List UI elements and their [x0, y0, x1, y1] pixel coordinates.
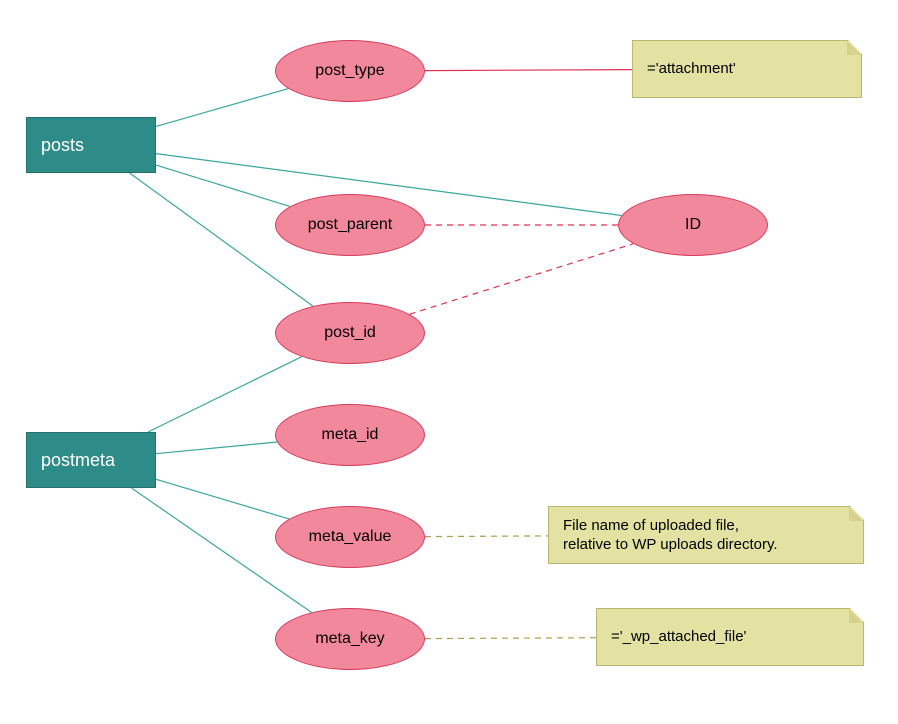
note-filename: File name of uploaded file, relative to … — [548, 506, 864, 564]
attr-meta-key: meta_key — [275, 608, 425, 670]
note-attachment: ='attachment' — [632, 40, 862, 98]
attr-meta-key-label: meta_key — [315, 630, 384, 648]
note-fold-icon — [849, 609, 863, 623]
attr-meta-value: meta_value — [275, 506, 425, 568]
edge-postmeta-meta_value — [156, 479, 289, 519]
entity-postmeta-label: postmeta — [41, 450, 115, 471]
edge-meta_key-wpfile — [425, 638, 596, 639]
note-fold-icon — [849, 507, 863, 521]
note-fold-icon — [847, 41, 861, 55]
diagram-canvas: posts postmeta post_type post_parent ID … — [0, 0, 898, 724]
edge-post_type-attachment — [425, 70, 632, 71]
note-wpfile: ='_wp_attached_file' — [596, 608, 864, 666]
edge-posts-post_parent — [156, 165, 290, 206]
attr-post-parent: post_parent — [275, 194, 425, 256]
edge-postmeta-meta_id — [156, 442, 277, 454]
edge-posts-post_type — [156, 89, 288, 127]
entity-postmeta: postmeta — [26, 432, 156, 488]
attr-meta-id: meta_id — [275, 404, 425, 466]
entity-posts: posts — [26, 117, 156, 173]
note-attachment-text: ='attachment' — [647, 59, 736, 79]
attr-id-label: ID — [685, 216, 701, 234]
attr-meta-value-label: meta_value — [309, 528, 392, 546]
note-filename-text: File name of uploaded file, relative to … — [563, 516, 778, 555]
edge-post_id-id — [410, 244, 634, 314]
edge-meta_value-filename — [425, 536, 548, 537]
attr-post-id: post_id — [275, 302, 425, 364]
attr-id: ID — [618, 194, 768, 256]
edge-postmeta-post_id — [148, 357, 302, 432]
attr-post-type-label: post_type — [315, 62, 384, 80]
attr-post-type: post_type — [275, 40, 425, 102]
note-wpfile-text: ='_wp_attached_file' — [611, 627, 746, 647]
attr-meta-id-label: meta_id — [322, 426, 379, 444]
entity-posts-label: posts — [41, 135, 84, 156]
attr-post-parent-label: post_parent — [308, 216, 393, 234]
attr-post-id-label: post_id — [324, 324, 376, 342]
